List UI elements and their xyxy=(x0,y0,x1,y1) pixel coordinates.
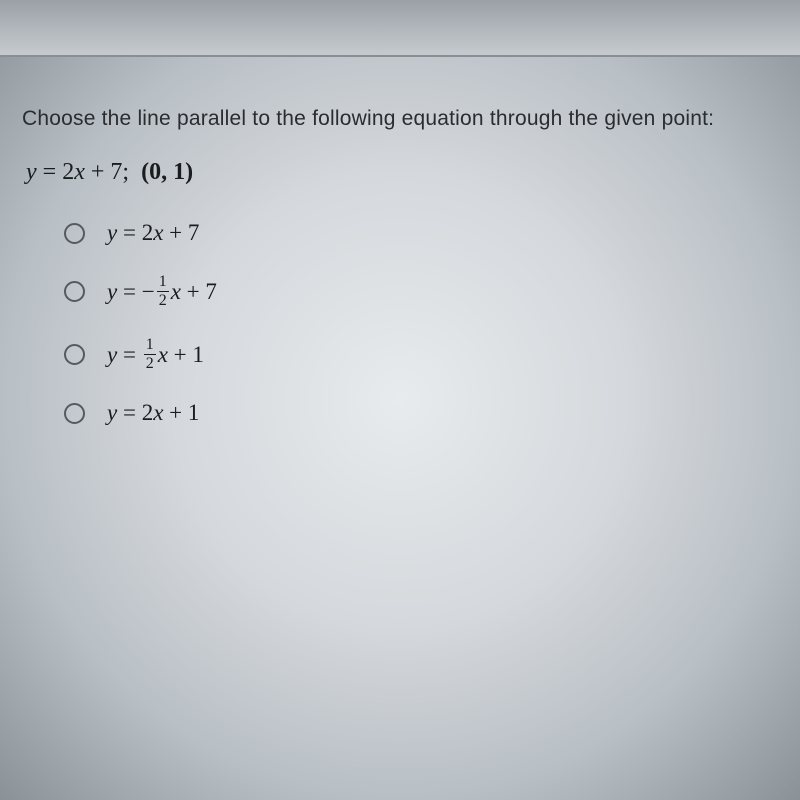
opt-b: 1 xyxy=(192,342,204,368)
given-equation: y = 2x + 7; (0, 1) xyxy=(26,159,778,186)
opt-x: x xyxy=(171,279,181,305)
option-b[interactable]: y = − 1 2 x + 7 xyxy=(64,274,778,309)
point: (0, 1) xyxy=(141,159,193,185)
opt-slope: 2 xyxy=(142,400,154,426)
opt-plus: + xyxy=(181,279,205,305)
opt-neg: − xyxy=(142,279,155,305)
option-c-equation: y = 1 2 x + 1 xyxy=(107,337,204,372)
radio-icon[interactable] xyxy=(64,281,85,302)
option-c[interactable]: y = 1 2 x + 1 xyxy=(64,337,778,372)
radio-icon[interactable] xyxy=(64,344,85,365)
opt-slope: 2 xyxy=(142,220,154,246)
option-d[interactable]: y = 2x + 1 xyxy=(64,400,778,426)
slope-coef: 2 xyxy=(62,159,74,185)
frac-den: 2 xyxy=(157,292,169,309)
equals: = xyxy=(43,159,63,185)
radio-icon[interactable] xyxy=(64,223,85,244)
opt-y: y xyxy=(107,342,117,368)
fraction-icon: 1 2 xyxy=(144,337,156,372)
radio-icon[interactable] xyxy=(64,403,85,424)
opt-y: y xyxy=(107,220,117,246)
opt-b: 1 xyxy=(188,400,200,426)
question-prompt: Choose the line parallel to the followin… xyxy=(22,107,778,131)
intercept: 7; xyxy=(110,159,129,185)
opt-x: x xyxy=(153,400,163,426)
var-x: x xyxy=(74,159,85,185)
plus: + xyxy=(91,159,111,185)
option-d-equation: y = 2x + 1 xyxy=(107,400,199,426)
opt-eq-sign: = xyxy=(117,279,141,305)
question-content: Choose the line parallel to the followin… xyxy=(0,57,800,426)
option-a-equation: y = 2x + 7 xyxy=(107,220,199,246)
opt-b: 7 xyxy=(205,279,217,305)
opt-plus: + xyxy=(163,400,187,426)
frac-den: 2 xyxy=(144,355,156,372)
opt-eq-sign: = xyxy=(117,342,141,368)
opt-x: x xyxy=(158,342,168,368)
opt-eq-sign: = xyxy=(117,220,141,246)
opt-x: x xyxy=(153,220,163,246)
opt-plus: + xyxy=(163,220,187,246)
options-group: y = 2x + 7 y = − 1 2 x + 7 xyxy=(64,220,778,426)
frac-num: 1 xyxy=(157,274,169,292)
opt-eq-sign: = xyxy=(117,400,141,426)
opt-y: y xyxy=(107,279,117,305)
opt-plus: + xyxy=(168,342,192,368)
fraction-icon: 1 2 xyxy=(157,274,169,309)
opt-b: 7 xyxy=(188,220,200,246)
var-y: y xyxy=(26,159,37,185)
frac-num: 1 xyxy=(144,337,156,355)
opt-y: y xyxy=(107,400,117,426)
window-top-bar xyxy=(0,0,800,57)
option-a[interactable]: y = 2x + 7 xyxy=(64,220,778,246)
option-b-equation: y = − 1 2 x + 7 xyxy=(107,274,217,309)
